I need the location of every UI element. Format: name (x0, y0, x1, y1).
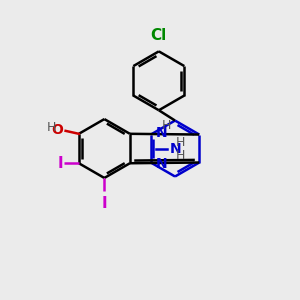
Text: I: I (101, 196, 107, 211)
Text: H: H (176, 148, 185, 161)
Text: H: H (176, 136, 185, 148)
Text: Cl: Cl (151, 28, 167, 43)
Text: I: I (58, 156, 63, 171)
Text: H: H (47, 121, 56, 134)
Text: N: N (156, 157, 168, 171)
Text: O: O (51, 123, 63, 137)
Text: N: N (156, 126, 168, 140)
Text: N: N (169, 142, 181, 155)
Text: H: H (161, 119, 171, 132)
